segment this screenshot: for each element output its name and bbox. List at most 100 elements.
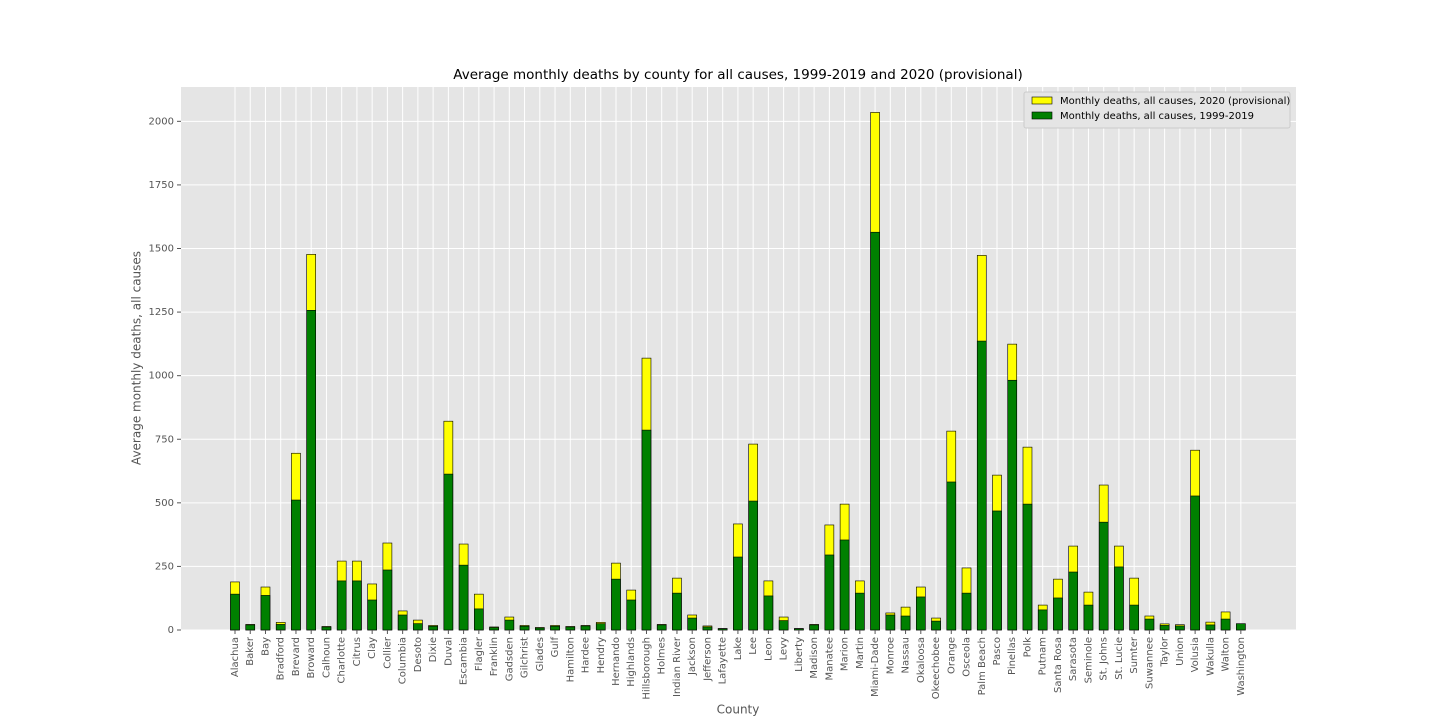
x-tick-label: Bradford [276,637,287,680]
bar [839,539,850,631]
x-tick-label: Palm Beach [977,637,988,695]
x-tick-label: St. Lucie [1114,637,1125,680]
x-tick-label: Martin [855,637,866,669]
x-tick-label: Madison [809,637,820,679]
x-tick-label: Marion [840,637,851,671]
x-tick-label: Nassau [901,637,912,674]
bar [1053,597,1063,631]
y-tick-label: 0 [168,625,174,636]
bar [1129,604,1139,631]
bar [855,592,865,631]
x-tick-label: Calhoun [321,637,332,678]
bar [1114,566,1124,631]
y-axis-label: Average monthly deaths, all causes [130,251,144,465]
x-tick-label: Bay [260,637,271,656]
y-tick-label: 1250 [149,307,174,318]
bar [382,569,393,631]
bar [565,626,576,631]
bar [397,614,408,631]
x-tick-label: Hendry [596,637,607,673]
bar [809,624,819,631]
bar [1236,623,1246,631]
x-tick-label: Okaloosa [916,637,927,683]
bar [870,231,880,631]
bar [260,595,271,631]
x-tick-label: Osceola [962,637,973,677]
bar [733,556,743,631]
legend-swatch [1031,111,1053,120]
bar [595,623,606,631]
y-tick-label: 750 [155,434,174,445]
y-tick-label: 500 [155,498,174,509]
bar [275,624,286,631]
x-tick-label: Taylor [1160,636,1171,667]
x-tick-label: Charlotte [337,637,348,683]
x-tick-label: Gilchrist [520,637,531,678]
y-tick-label: 1500 [149,244,174,255]
x-tick-label: Brevard [291,637,302,676]
x-tick-label: Leon [763,637,774,661]
x-tick-label: Jefferson [702,637,713,682]
bar [458,564,469,631]
x-tick-label: Flagler [474,636,485,671]
x-tick-label: Lafayette [718,637,729,684]
bar [763,595,774,631]
bar [915,596,926,631]
legend-label: Monthly deaths, all causes, 2020 (provis… [1060,96,1290,107]
bar [702,626,713,631]
bar [352,580,362,631]
bar [1159,625,1170,631]
x-axis-label: County [717,703,760,717]
bar [1190,495,1200,631]
bar [367,599,377,631]
bar [641,429,652,631]
bar [931,620,941,631]
x-tick-label: Manatee [824,637,835,680]
bar [717,628,728,631]
y-tick-label: 1000 [149,371,174,382]
bar [992,510,1002,631]
bar [1098,521,1109,631]
bar [794,628,804,631]
x-tick-label: Okeechobee [931,637,942,699]
y-tick-label: 2000 [149,116,174,127]
legend: Monthly deaths, all causes, 2020 (provis… [1023,91,1291,129]
x-tick-label: Alachua [230,637,241,677]
x-tick-label: St. Johns [1099,637,1110,681]
x-tick-label: Columbia [398,637,409,684]
x-tick-label: Clay [367,637,378,659]
bar [656,624,667,631]
bar [900,615,911,631]
x-tick-label: Hernando [611,637,622,686]
legend-label: Monthly deaths, all causes, 1999-2019 [1060,111,1254,122]
bar [245,624,256,631]
x-tick-label: Indian River [672,636,683,697]
x-tick-label: Highlands [626,637,637,687]
bar [550,625,560,631]
bar [336,580,347,631]
x-tick-label: Jackson [687,637,698,676]
x-tick-label: Sarasota [1068,637,1079,681]
bar [961,592,972,631]
bar [306,310,317,631]
bar [611,578,621,631]
bar [504,619,515,631]
x-tick-label: Volusia [1190,637,1201,672]
bar [428,625,438,631]
x-tick-label: Wakulla [1205,637,1216,676]
bar [489,627,499,631]
x-tick-label: Polk [1022,637,1033,658]
x-tick-label: Escambia [459,637,470,685]
y-tick-label: 250 [155,561,174,572]
bar [976,340,987,631]
bar [687,617,698,631]
bar [626,599,637,631]
x-tick-label: Gadsden [504,637,515,681]
bar [443,473,454,631]
x-tick-label: Glades [535,637,546,671]
bar [1175,625,1185,631]
x-tick-label: Dixie [428,637,439,662]
x-tick-label: Lee [748,637,759,655]
bar [230,593,240,631]
